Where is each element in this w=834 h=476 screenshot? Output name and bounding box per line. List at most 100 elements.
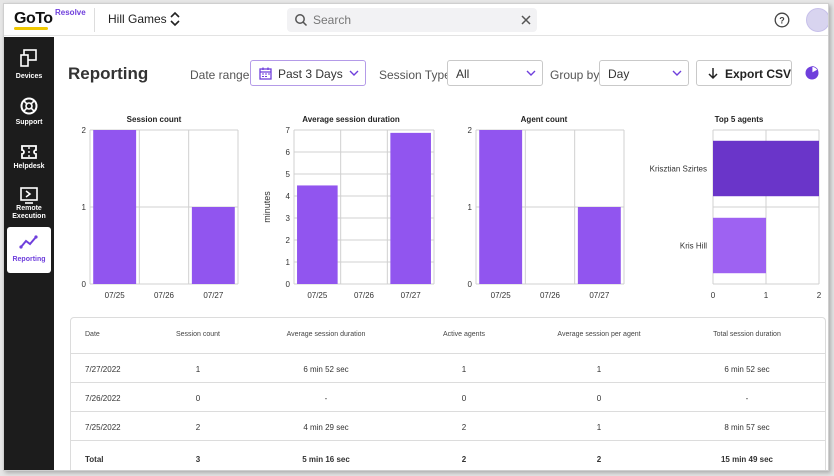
ticket-icon: [21, 145, 37, 159]
x-tick-label: 07/26: [154, 291, 175, 300]
table-cell: 0: [195, 394, 201, 403]
chevron-down-icon: [672, 70, 682, 76]
sidebar-item-helpdesk[interactable]: Helpdesk: [4, 137, 54, 181]
y-tick-label: 2: [468, 126, 473, 135]
sidebar-item-label: Remote Execution: [12, 205, 46, 220]
x-tick-label: 07/27: [203, 291, 224, 300]
sidebar-item-remote-execution[interactable]: Remote Execution: [4, 181, 54, 229]
y-tick-label: 1: [286, 258, 291, 267]
date-range-select[interactable]: Past 3 Days: [250, 60, 366, 86]
table-row: 7/25/2022 2 4 min 29 sec 2 1 8 min 57 sec: [71, 411, 825, 440]
sidebar-item-reporting[interactable]: Reporting: [7, 227, 51, 273]
y-tick-label: 3: [286, 214, 291, 223]
y-tick-label: 2: [82, 126, 87, 135]
sidebar-item-devices[interactable]: Devices: [4, 43, 54, 87]
close-icon[interactable]: [520, 14, 532, 26]
table-cell: 15 min 49 sec: [720, 455, 774, 464]
table-cell: -: [324, 394, 328, 403]
x-tick-label: 07/26: [354, 291, 375, 300]
table-row: 7/27/2022 1 6 min 52 sec 1 1 6 min 52 sec: [71, 353, 825, 382]
terminal-icon: [20, 187, 38, 204]
table-cell: Total: [85, 455, 104, 464]
x-tick-label: 07/27: [589, 291, 610, 300]
table-cell: 1: [596, 365, 602, 374]
chevron-down-icon: [526, 70, 536, 76]
table-cell: 2: [596, 455, 602, 464]
y-tick-label: 0: [82, 280, 87, 289]
chart-title-top-5-agents: Top 5 agents: [714, 115, 764, 124]
session-type-value: All: [456, 67, 470, 81]
export-csv-button[interactable]: Export CSV: [696, 60, 792, 86]
average-session-duration-chart: 0 1 2 3 4 5 6 7 07/25 07/26 07/27 minutes: [262, 126, 435, 300]
y-tick-label: 1: [82, 203, 87, 212]
sidebar: Devices Support Helpdesk Remote Execut: [4, 37, 54, 470]
x-tick-label: 07/25: [105, 291, 126, 300]
bar: [713, 140, 819, 197]
lifebuoy-icon: [20, 97, 38, 115]
sidebar-item-label: Support: [15, 119, 43, 126]
table-cell: 1: [461, 365, 467, 374]
table-row: 7/26/2022 0 - 0 0 -: [71, 382, 825, 411]
bar: [93, 130, 137, 284]
svg-text:?: ?: [779, 16, 785, 26]
table-cell: 6 min 52 sec: [724, 365, 770, 374]
table-cell: 2: [461, 455, 467, 464]
bar: [390, 132, 431, 284]
table-header-row: Date Session count Average session durat…: [71, 318, 825, 353]
divider: [94, 8, 95, 32]
table-cell: 0: [596, 394, 602, 403]
download-icon: [708, 68, 718, 80]
x-tick-label: 07/25: [491, 291, 512, 300]
top-bar: GoTo Resolve Hill Games ?: [4, 4, 828, 36]
help-icon[interactable]: ?: [774, 12, 790, 28]
session-type-select[interactable]: All: [447, 60, 543, 86]
y-tick-label: 4: [286, 192, 291, 201]
chart-title-session-count: Session count: [126, 115, 182, 124]
y-tick-label: 1: [468, 203, 473, 212]
chevron-up-down-icon[interactable]: [169, 9, 181, 29]
agent-count-chart: 0 1 2 07/25 07/26 07/27: [468, 126, 625, 300]
y-tick-label: 7: [286, 126, 291, 135]
avatar[interactable]: [806, 8, 828, 32]
header-cell-text: Session count: [176, 331, 220, 338]
chart-title-average-session-duration: Average session duration: [302, 115, 400, 124]
table-cell: 1: [596, 423, 602, 432]
pie-chart-icon[interactable]: [805, 66, 819, 80]
sidebar-item-label: Reporting: [12, 256, 46, 263]
sidebar-item-support[interactable]: Support: [4, 91, 54, 135]
y-tick-label: 0: [468, 280, 473, 289]
table-cell: 2: [195, 423, 201, 432]
table-total-row: Total 3 5 min 16 sec 2 2 15 min 49 sec: [71, 440, 825, 470]
devices-icon: [20, 49, 37, 67]
search-input[interactable]: [313, 10, 513, 30]
table-cell: 7/27/2022: [85, 365, 121, 374]
table-cell: 5 min 16 sec: [302, 455, 350, 464]
group-by-label: Group by: [550, 68, 600, 82]
app-window: GoTo Resolve Hill Games ?: [3, 3, 829, 471]
account-name[interactable]: Hill Games: [108, 12, 167, 26]
header-cell-text: Average session duration: [286, 331, 366, 338]
date-range-value: Past 3 Days: [278, 67, 343, 81]
group-by-value: Day: [608, 67, 630, 81]
bar: [191, 207, 235, 284]
y-tick-label: 2: [286, 236, 291, 245]
logo-text: GoTo: [14, 10, 53, 27]
session-type-label: Session Type: [379, 68, 451, 82]
table-cell: 4 min 29 sec: [303, 423, 349, 432]
y-tick-label: Krisztian Szirtes: [650, 165, 707, 174]
table-cell: 8 min 57 sec: [724, 423, 770, 432]
goto-resolve-logo[interactable]: GoTo Resolve: [14, 8, 94, 32]
group-by-select[interactable]: Day: [599, 60, 689, 86]
main-content: Reporting Date range Past 3 Days Session…: [54, 37, 828, 470]
x-tick-label: 0: [711, 291, 716, 300]
table-cell: 1: [195, 365, 201, 374]
x-tick-label: 07/25: [307, 291, 328, 300]
table-cell: 0: [461, 394, 467, 403]
report-table: Date Session count Average session durat…: [70, 317, 826, 470]
logo-underline: [14, 27, 48, 30]
x-tick-label: 07/27: [401, 291, 422, 300]
sidebar-item-label: Devices: [15, 73, 43, 80]
logo-subtext: Resolve: [55, 8, 86, 17]
y-tick-label: Kris Hill: [680, 242, 707, 251]
session-count-chart: 0 1 2 07/25 07/26 07/27: [82, 126, 239, 300]
